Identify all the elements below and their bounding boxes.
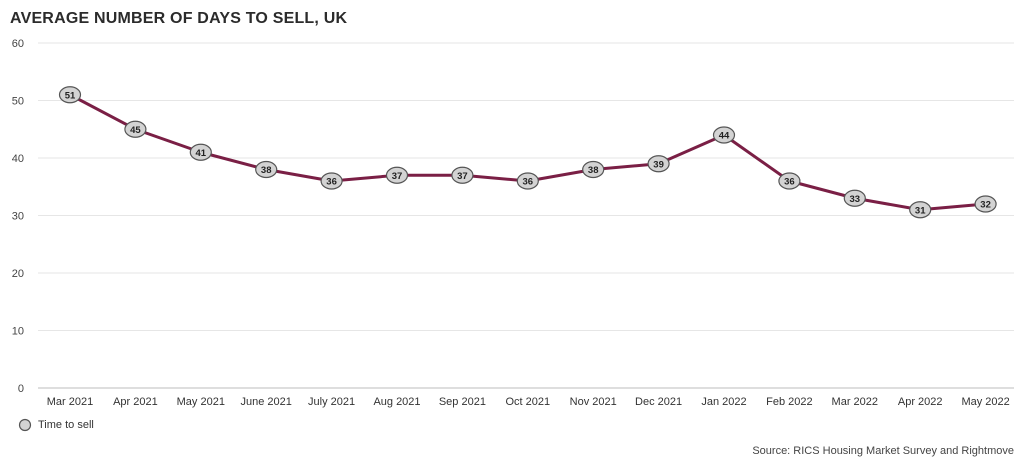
y-tick-label: 40 — [12, 153, 24, 165]
data-point — [712, 126, 736, 144]
legend: Time to sell — [18, 418, 94, 432]
data-label: 51 — [65, 90, 76, 101]
data-label: 44 — [719, 131, 730, 142]
x-tick-label: Apr 2021 — [113, 396, 158, 408]
data-label: 41 — [196, 148, 207, 159]
y-tick-label: 50 — [12, 96, 24, 108]
data-label: 45 — [130, 125, 141, 136]
data-point — [385, 166, 409, 184]
legend-marker-icon — [18, 418, 32, 432]
data-label: 32 — [980, 200, 991, 211]
legend-label: Time to sell — [38, 419, 94, 431]
data-point — [255, 160, 278, 179]
source-note: Source: RICS Housing Market Survey and R… — [752, 445, 1014, 457]
data-point — [647, 155, 670, 173]
data-label: 37 — [457, 171, 468, 182]
y-tick-label: 0 — [18, 383, 24, 395]
data-label: 37 — [392, 171, 403, 182]
x-tick-label: Oct 2021 — [505, 396, 550, 408]
data-label: 31 — [915, 205, 926, 216]
x-tick-label: Mar 2021 — [47, 396, 93, 408]
data-label: 36 — [523, 177, 534, 188]
data-label: 36 — [784, 177, 795, 188]
x-tick-label: Nov 2021 — [570, 396, 617, 408]
x-tick-label: Feb 2022 — [766, 396, 812, 408]
data-point — [582, 160, 605, 179]
data-point — [843, 189, 866, 207]
data-point — [516, 172, 539, 190]
data-label: 33 — [850, 194, 861, 205]
x-tick-label: Apr 2022 — [898, 396, 943, 408]
y-tick-label: 30 — [12, 211, 24, 223]
data-point — [451, 166, 474, 184]
y-tick-label: 60 — [12, 38, 24, 50]
chart-title: AVERAGE NUMBER OF DAYS TO SELL, UK — [10, 10, 348, 27]
data-point — [320, 172, 343, 190]
data-label: 38 — [588, 165, 599, 176]
x-tick-label: Dec 2021 — [635, 396, 682, 408]
data-label: 36 — [326, 177, 337, 188]
y-tick-label: 10 — [12, 326, 24, 338]
x-tick-label: Aug 2021 — [373, 396, 420, 408]
y-tick-label: 20 — [12, 268, 24, 280]
x-tick-label: May 2021 — [177, 396, 225, 408]
data-point — [189, 143, 212, 161]
x-tick-label: Jan 2022 — [701, 396, 746, 408]
x-tick-label: Mar 2022 — [832, 396, 878, 408]
data-point — [124, 120, 147, 138]
data-label: 38 — [261, 165, 272, 176]
data-point — [909, 201, 932, 219]
x-tick-label: June 2021 — [241, 396, 292, 408]
x-tick-label: Sep 2021 — [439, 396, 486, 408]
x-tick-label: May 2022 — [961, 396, 1009, 408]
data-label: 39 — [653, 159, 664, 170]
data-point — [778, 172, 801, 190]
data-point — [58, 86, 82, 104]
x-tick-label: July 2021 — [308, 396, 355, 408]
data-point — [974, 195, 997, 213]
